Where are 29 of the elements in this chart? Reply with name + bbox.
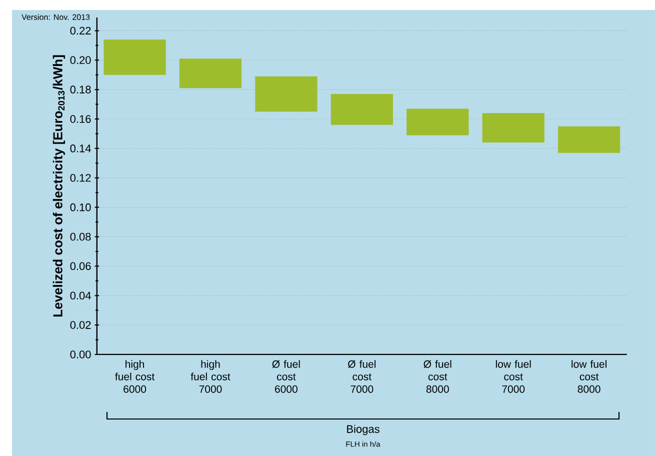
x-tick-label: low fuel cost 8000 <box>572 360 606 393</box>
y-tick-label: 0.18 <box>70 86 91 94</box>
y-tick-label: 0.04 <box>70 292 91 300</box>
y-tick-label: 0.02 <box>70 321 91 329</box>
bar <box>255 76 318 112</box>
x-tick-label: high fuel cost 7000 <box>190 360 230 393</box>
bar <box>558 126 620 153</box>
y-tick-label: 0.16 <box>70 115 91 123</box>
bar <box>179 58 242 88</box>
y-tick-label: 0.08 <box>70 232 91 241</box>
y-tick-label: 0.20 <box>70 56 91 64</box>
text: Version: Nov. 2013 <box>22 14 90 20</box>
y-axis-title: Levelized cost of electricity [Euro$_{2013}$/kWh] <box>52 55 65 316</box>
bar <box>482 113 544 143</box>
x-tick-label: high fuel cost 6000 <box>115 360 155 393</box>
x-tick-label: low fuel cost 7000 <box>496 360 531 393</box>
bar <box>104 40 166 75</box>
y-tick-label: 0.00 <box>70 350 91 358</box>
y-tick-label: 0.10 <box>70 203 91 212</box>
bar <box>330 94 393 125</box>
text: Biogas <box>347 424 380 436</box>
y-tick-label: 0.14 <box>70 144 91 152</box>
y-tick-label: 0.06 <box>70 262 91 270</box>
x-tick-label: Ø fuel cost 7000 <box>348 360 376 393</box>
y-tick-label: 0.12 <box>70 174 91 182</box>
x-tick-label: Ø fuel cost 8000 <box>424 360 452 393</box>
bar <box>406 108 469 136</box>
x-tick-label: Ø fuel cost 6000 <box>272 360 300 393</box>
y-tick-label: 0.22 <box>70 26 91 35</box>
